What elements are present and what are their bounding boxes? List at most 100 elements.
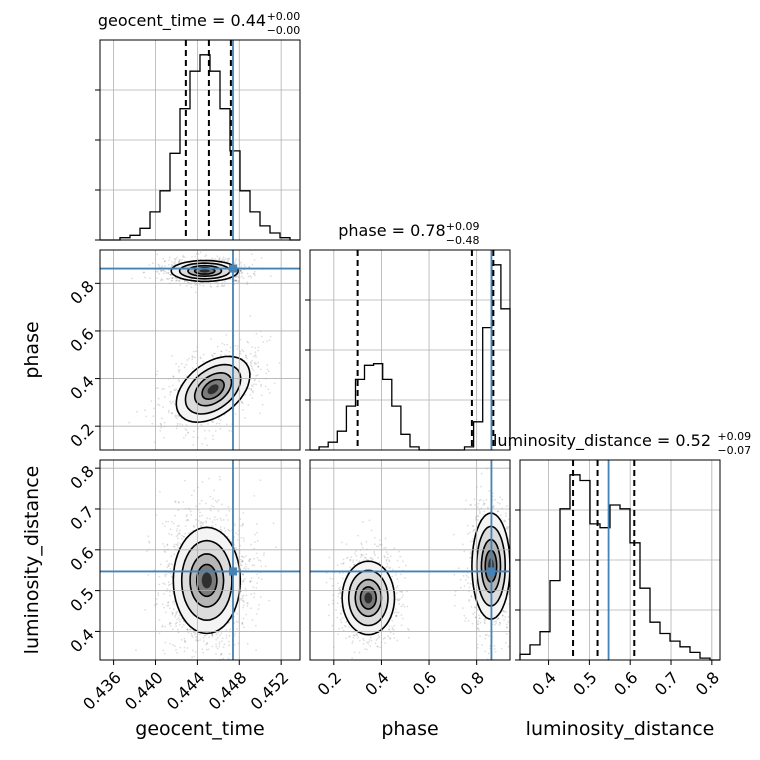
sample-point [171, 612, 174, 614]
sample-point [203, 429, 206, 432]
sample-point [220, 354, 222, 356]
sample-point [202, 640, 205, 643]
sample-point [167, 581, 170, 584]
sample-point [220, 632, 223, 635]
sample-point [169, 273, 172, 276]
sample-point [476, 506, 479, 509]
sample-point [257, 365, 260, 368]
sample-point [251, 263, 254, 266]
sample-point [226, 260, 229, 263]
sample-point [511, 592, 513, 594]
sample-point [230, 541, 233, 543]
sample-point [227, 258, 230, 261]
sample-point [477, 519, 479, 521]
sample-point [156, 270, 159, 273]
sample-point [205, 648, 208, 651]
sample-point [228, 634, 231, 637]
sample-point [194, 283, 197, 286]
sample-point [256, 556, 259, 559]
sample-point [166, 543, 169, 546]
sample-point [165, 272, 168, 274]
sample-point [228, 257, 231, 260]
sample-point [229, 278, 232, 281]
sample-point [255, 374, 258, 377]
sample-point [228, 621, 230, 624]
sample-point [184, 525, 187, 527]
sample-point [253, 272, 256, 275]
sample-point [221, 258, 224, 260]
sample-point [169, 400, 171, 403]
sample-point [178, 619, 181, 621]
sample-point [245, 355, 248, 358]
sample-point [171, 384, 174, 387]
sample-point [229, 628, 232, 631]
sample-point [504, 512, 507, 515]
sample-point [251, 619, 254, 622]
sample-point [396, 559, 399, 562]
sample-point [219, 634, 221, 636]
sample-point [212, 498, 214, 500]
contour-line [184, 363, 242, 415]
sample-point [336, 616, 339, 619]
sample-point [169, 622, 172, 625]
sample-point [219, 419, 222, 422]
sample-point [164, 583, 166, 585]
sample-point [164, 611, 167, 614]
sample-point [186, 518, 189, 521]
sample-point [219, 428, 222, 430]
sample-point [260, 394, 263, 397]
sample-point [241, 595, 244, 597]
sample-point [248, 266, 251, 269]
sample-point [260, 368, 262, 371]
sample-point [195, 662, 197, 664]
sample-point [248, 558, 251, 561]
sample-point [342, 629, 345, 632]
sample-point [218, 258, 221, 260]
sample-point [480, 472, 483, 475]
sample-point [256, 523, 258, 526]
sample-point [177, 415, 180, 417]
sample-point [157, 397, 160, 400]
sample-point [200, 522, 203, 524]
sample-point [207, 648, 210, 651]
sample-point [251, 346, 254, 348]
density-level [207, 384, 219, 395]
sample-point [240, 598, 242, 601]
sample-point [241, 349, 244, 351]
sample-point [336, 602, 339, 605]
sample-point [250, 593, 253, 595]
sample-point [264, 385, 267, 388]
sample-point [151, 422, 154, 425]
sample-point [173, 645, 176, 647]
sample-point [183, 436, 185, 439]
sample-point [268, 392, 271, 394]
sample-point [247, 388, 250, 390]
sample-point [244, 417, 247, 419]
sample-point [363, 639, 365, 642]
sample-point [216, 647, 219, 650]
sample-point [204, 437, 207, 440]
sample-point [234, 546, 237, 549]
sample-point [248, 266, 251, 268]
sample-point [257, 346, 260, 349]
sample-point [167, 564, 170, 567]
sample-point [379, 543, 381, 546]
sample-point [479, 498, 482, 501]
sample-point [242, 522, 245, 525]
sample-point [252, 391, 254, 394]
sample-point [358, 651, 361, 654]
sample-point [169, 256, 171, 259]
sample-point [163, 453, 165, 455]
sample-point [174, 276, 177, 279]
sample-point [174, 261, 176, 264]
sample-point [395, 592, 398, 595]
sample-point [243, 601, 245, 603]
sample-point [241, 621, 244, 624]
sample-point [200, 524, 203, 527]
sample-point [227, 657, 230, 660]
sample-point [204, 634, 207, 637]
sample-point [355, 550, 357, 552]
sample-point [257, 349, 259, 352]
sample-point [246, 283, 249, 286]
sample-point [501, 498, 503, 501]
